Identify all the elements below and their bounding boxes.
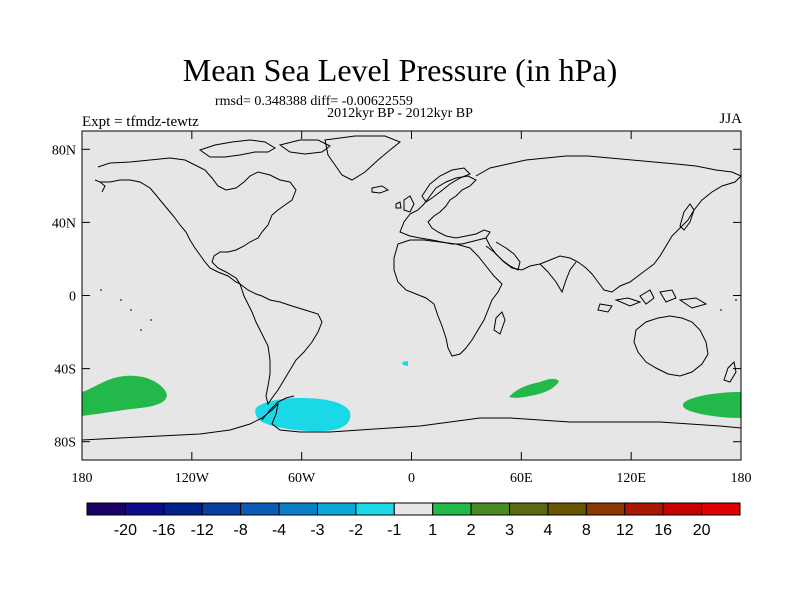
coast-pacific-islands xyxy=(100,289,737,331)
lat-tick-label: 40S xyxy=(54,363,76,378)
colorbar-swatch xyxy=(163,502,203,516)
colorbar-label: 3 xyxy=(505,522,514,539)
longitude-axis: 180 120W 60W 0 60E 120E 180 xyxy=(72,131,752,486)
coast-arabia xyxy=(485,241,521,271)
coast-antarctic-peninsula xyxy=(261,395,295,421)
colorbar-label: -8 xyxy=(234,522,248,539)
coast-north-america xyxy=(94,157,297,286)
colorbar-label: -16 xyxy=(152,522,175,539)
coast-greenland xyxy=(324,135,401,181)
colorbar-label: -20 xyxy=(114,522,137,539)
colorbar-swatch xyxy=(278,502,318,516)
period-text: 2012kyr BP - 2012kyr BP xyxy=(327,106,473,121)
colorbar-swatch xyxy=(547,502,587,516)
coast-madagascar xyxy=(493,311,506,335)
coast-se-asia-islands xyxy=(597,289,708,313)
anomaly-indian-ocean xyxy=(509,378,559,398)
lat-tick-label: 0 xyxy=(69,290,76,305)
anomaly-layer xyxy=(82,361,741,432)
lon-tick-label: 0 xyxy=(408,471,415,486)
coast-british-isles xyxy=(395,195,415,213)
lon-tick-label: 120E xyxy=(616,471,646,486)
lon-tick-label: 180 xyxy=(72,471,93,486)
colorbar-label: -2 xyxy=(349,522,363,539)
anomaly-small-spot xyxy=(402,361,408,366)
lon-tick-label: 60W xyxy=(288,471,316,486)
colorbar-swatch xyxy=(432,502,472,516)
colorbar-label: 12 xyxy=(616,522,634,539)
colorbar-label: -4 xyxy=(272,522,286,539)
anomaly-south-pacific xyxy=(82,375,167,416)
colorbar-swatch xyxy=(509,502,549,516)
coast-asia xyxy=(475,155,742,293)
figure-title: Mean Sea Level Pressure (in hPa) xyxy=(182,52,618,88)
lat-tick-label: 80N xyxy=(52,143,76,158)
latitude-axis: 80N 40N 0 40S 80S xyxy=(52,143,741,451)
colorbar-swatch xyxy=(316,502,357,516)
colorbar-label: -12 xyxy=(191,522,214,539)
colorbar-swatch xyxy=(240,502,280,516)
colorbar-swatch xyxy=(470,502,511,516)
colorbar-label: -3 xyxy=(310,522,324,539)
lon-tick-label: 60E xyxy=(510,471,533,486)
coast-india xyxy=(539,261,577,294)
anomaly-bellingshausen xyxy=(255,398,351,432)
stats-text: rmsd= 0.348388 diff= -0.00622559 xyxy=(215,94,413,109)
colorbar-label: 8 xyxy=(582,522,591,539)
colorbar-swatch xyxy=(662,502,703,516)
coast-europe xyxy=(399,175,491,245)
lon-tick-label: 180 xyxy=(731,471,752,486)
colorbar-swatch xyxy=(585,502,626,516)
coast-arctic-canada xyxy=(198,139,331,158)
colorbar-label: 2 xyxy=(467,522,476,539)
colorbar-swatch xyxy=(701,502,741,516)
coast-australia xyxy=(633,315,709,377)
colorbar-swatch xyxy=(201,502,242,516)
colorbar-label: 20 xyxy=(693,522,711,539)
coast-iceland xyxy=(371,185,390,194)
coast-south-america xyxy=(239,282,323,406)
coast-antarctica xyxy=(81,402,742,441)
colorbar-label: 4 xyxy=(543,522,552,539)
colorbar-label: 16 xyxy=(654,522,672,539)
coastlines xyxy=(81,135,742,441)
coast-scandinavia xyxy=(421,167,471,203)
season-label: JJA xyxy=(719,111,742,127)
coast-japan xyxy=(679,203,695,231)
map-background xyxy=(82,131,741,460)
colorbar-swatch xyxy=(124,502,165,516)
colorbar-swatch xyxy=(355,502,395,516)
lat-tick-label: 80S xyxy=(54,436,76,451)
coast-africa xyxy=(393,239,503,357)
lon-tick-label: 120W xyxy=(175,471,210,486)
colorbar: -20 -16 -12 -8 -4 -3 -2 -1 1 2 3 4 8 12 16 20 xyxy=(86,502,741,539)
lat-tick-label: 40N xyxy=(52,216,76,231)
experiment-label: Expt = tfmdz-tewtz xyxy=(82,114,199,130)
colorbar-label: 1 xyxy=(428,522,437,539)
colorbar-label: -1 xyxy=(387,522,401,539)
anomaly-tasman xyxy=(682,392,741,418)
colorbar-swatch xyxy=(624,502,664,516)
colorbar-swatch xyxy=(393,502,434,516)
colorbar-swatch xyxy=(86,502,126,516)
coast-new-zealand xyxy=(723,360,737,383)
